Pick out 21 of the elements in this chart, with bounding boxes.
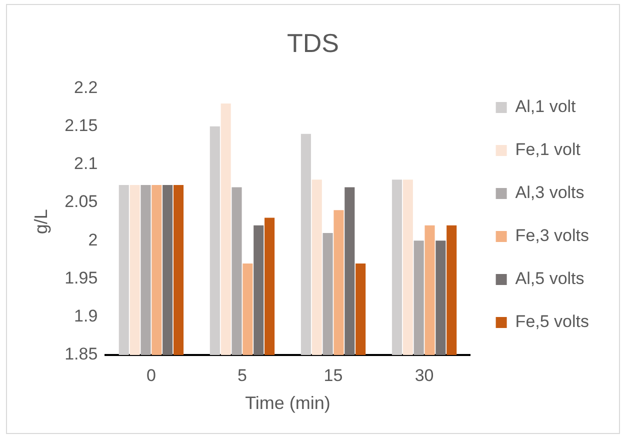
y-tick-label: 1.85 [64,344,98,364]
y-tick-label: 2.05 [64,192,98,212]
x-tick-label: 0 [146,366,156,385]
legend-label: Al,5 volts [515,269,584,288]
x-tick-label: 5 [237,366,247,385]
legend-label: Fe,3 volts [515,226,590,246]
y-tick-label: 1.95 [64,268,98,288]
x-axis-title: Time (min) [245,393,330,414]
y-tick-label: 2.1 [74,154,98,174]
y-tick-label: 1.9 [74,306,98,326]
y-axis-title: g/L [30,209,51,234]
x-tick-label: 15 [324,366,343,385]
legend-label: Fe,1 volt [515,140,581,160]
y-tick-label: 2 [88,230,98,250]
y-tick-label: 2.15 [64,116,98,135]
legend-label: Fe,5 volts [515,312,590,332]
legend-label: Al,3 volts [515,183,584,202]
x-tick-label: 30 [414,366,434,385]
y-tick-label: 2.2 [74,78,98,97]
legend-label: Al,1 volt [515,97,576,116]
chart-title: TDS [287,28,339,58]
